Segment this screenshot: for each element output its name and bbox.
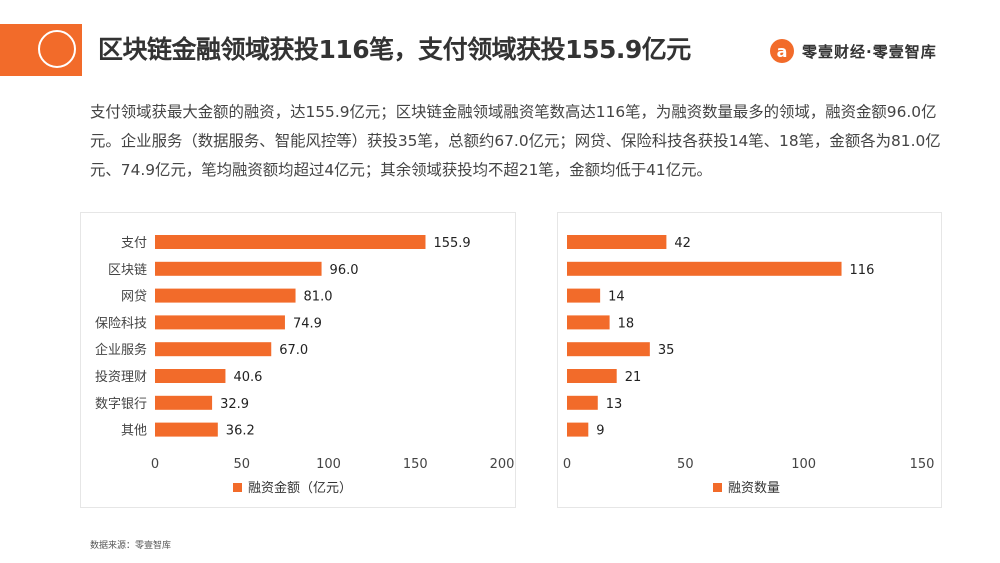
legend-label: 融资数量 xyxy=(728,481,780,496)
category-label: 网贷 xyxy=(121,290,147,305)
category-label: 投资理财 xyxy=(95,369,147,385)
amount-chart-panel: 支付 155.9 区块链 96.0 网贷 81.0 保险科技 74.9 企业服务 67.0 投资理财… xyxy=(80,212,516,508)
description-text: 支付领域获最大金额的融资，达155.9亿元；区块链金融领域融资笔数高达116笔，… xyxy=(90,103,941,179)
data-bar xyxy=(567,288,601,303)
data-bar xyxy=(155,342,272,357)
page-title: 区块链金融领域获投116笔，支付领域获投155.9亿元 xyxy=(98,35,691,64)
brand-logo-icon: a xyxy=(770,39,794,63)
data-label: 40.6 xyxy=(233,370,262,385)
data-bar xyxy=(155,369,226,383)
data-bar xyxy=(155,261,322,276)
category-label: 区块链 xyxy=(108,263,147,278)
axis-tick-label: 50 xyxy=(677,457,694,472)
data-label: 21 xyxy=(625,370,642,385)
data-bar xyxy=(567,369,617,383)
legend-swatch xyxy=(713,483,722,492)
axis-tick-label: 100 xyxy=(316,457,341,472)
data-label: 9 xyxy=(596,424,604,439)
data-label: 81.0 xyxy=(304,290,333,305)
data-bar xyxy=(155,288,296,303)
data-bar xyxy=(567,315,610,330)
data-bar xyxy=(567,261,842,276)
legend-swatch xyxy=(233,483,242,492)
data-label: 14 xyxy=(608,290,625,305)
data-bar xyxy=(155,422,218,437)
axis-tick-label: 100 xyxy=(791,457,816,472)
data-label: 74.9 xyxy=(293,316,322,331)
data-label: 155.9 xyxy=(433,236,470,251)
data-bar xyxy=(567,235,667,249)
data-label: 35 xyxy=(658,343,675,358)
data-label: 36.2 xyxy=(226,424,255,439)
axis-tick-label: 0 xyxy=(563,457,571,472)
brand: a 零壹财经·零壹智库 xyxy=(770,38,937,64)
legend-label: 融资金额（亿元） xyxy=(248,480,352,496)
category-label: 企业服务 xyxy=(95,342,147,358)
data-label: 116 xyxy=(850,263,875,278)
axis-tick-label: 200 xyxy=(490,457,515,472)
axis-tick-label: 0 xyxy=(151,457,159,472)
category-label: 数字银行 xyxy=(95,397,147,412)
category-label: 保险科技 xyxy=(95,316,147,331)
data-source: 数据来源：零壹智库 xyxy=(90,541,172,551)
data-label: 18 xyxy=(618,316,635,331)
count-chart-panel: 42 116 14 18 35 21 13 9 0 50 100 150 融资数量 xyxy=(557,212,942,508)
data-bar xyxy=(155,315,285,330)
axis-tick-label: 150 xyxy=(910,457,935,472)
axis-tick-label: 150 xyxy=(403,457,428,472)
header-circle-icon xyxy=(38,30,76,68)
axis-tick-label: 50 xyxy=(233,457,250,472)
category-label: 其他 xyxy=(121,424,147,439)
category-label: 支付 xyxy=(121,236,147,251)
amount-bar-chart: 支付 155.9 区块链 96.0 网贷 81.0 保险科技 74.9 企业服务 67.0 投资理财… xyxy=(95,235,515,496)
data-bar xyxy=(155,395,213,410)
data-label: 96.0 xyxy=(330,263,359,278)
data-bar xyxy=(567,342,650,357)
data-label: 67.0 xyxy=(279,343,308,358)
data-label: 13 xyxy=(606,397,623,412)
data-label: 42 xyxy=(674,236,691,251)
data-bar xyxy=(155,235,426,249)
data-label: 32.9 xyxy=(220,397,249,412)
data-bar xyxy=(567,422,589,437)
brand-name: 零壹财经·零壹智库 xyxy=(802,42,937,61)
data-bar xyxy=(567,395,598,410)
